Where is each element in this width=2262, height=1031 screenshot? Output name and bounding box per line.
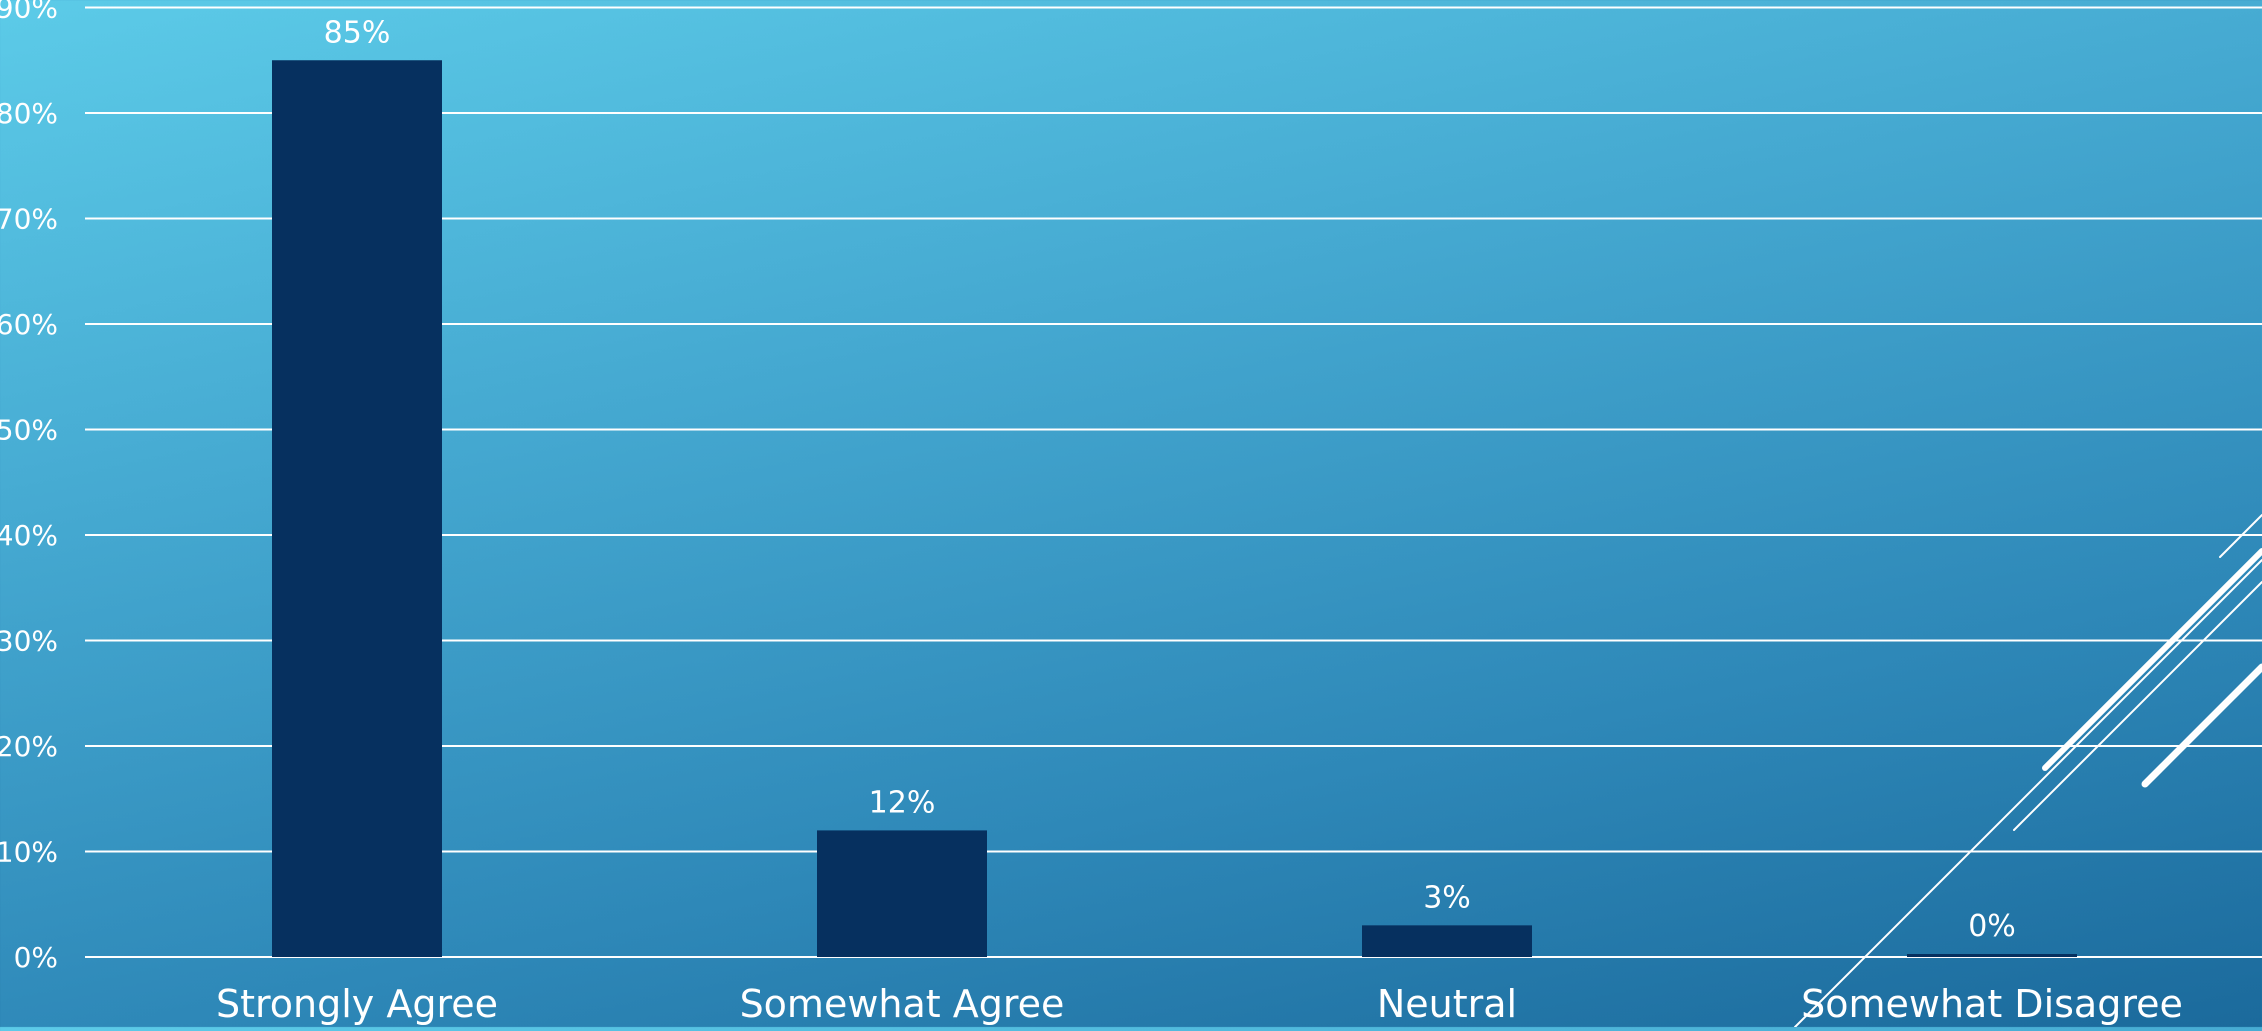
decorative-line	[2141, 663, 2262, 788]
data-label: 3%	[1423, 880, 1471, 915]
decorative-line	[2042, 548, 2262, 771]
y-tick-label: 0%	[14, 941, 58, 974]
data-labels: 85% 12% 3% 0%	[324, 15, 2016, 944]
y-tick-label: 50%	[0, 414, 58, 447]
y-tick-label: 10%	[0, 836, 58, 869]
x-tick-label: Strongly Agree	[216, 982, 498, 1026]
y-axis-tick-labels: 0% 10% 20% 30% 40% 50% 60% 70% 80% 90%	[0, 0, 58, 974]
x-tick-label: Neutral	[1377, 982, 1517, 1026]
bar-strongly-agree	[272, 60, 442, 957]
x-axis-tick-labels: Strongly Agree Somewhat Agree Neutral Somew…	[216, 982, 2183, 1026]
decorative-diagonal-lines	[1794, 514, 2262, 1028]
decorative-line	[2013, 581, 2262, 831]
gridlines	[85, 6, 2262, 958]
bar-neutral	[1362, 925, 1532, 957]
decorative-line	[1794, 559, 2262, 1028]
y-tick-label: 80%	[0, 97, 58, 130]
y-tick-label: 30%	[0, 625, 58, 658]
bars	[272, 60, 2077, 957]
decorative-line	[2219, 514, 2262, 558]
y-tick-label: 70%	[0, 203, 58, 236]
y-tick-label: 60%	[0, 308, 58, 341]
data-label: 0%	[1968, 909, 2016, 944]
y-tick-label: 20%	[0, 730, 58, 763]
data-label: 12%	[869, 785, 936, 820]
y-tick-label: 90%	[0, 0, 58, 25]
bar-somewhat-disagree	[1907, 954, 2077, 957]
x-tick-label: Somewhat Disagree	[1801, 982, 2183, 1026]
y-tick-label: 40%	[0, 519, 58, 552]
bar-somewhat-agree	[817, 830, 987, 957]
data-label: 85%	[324, 15, 391, 50]
x-tick-label: Somewhat Agree	[740, 982, 1065, 1026]
